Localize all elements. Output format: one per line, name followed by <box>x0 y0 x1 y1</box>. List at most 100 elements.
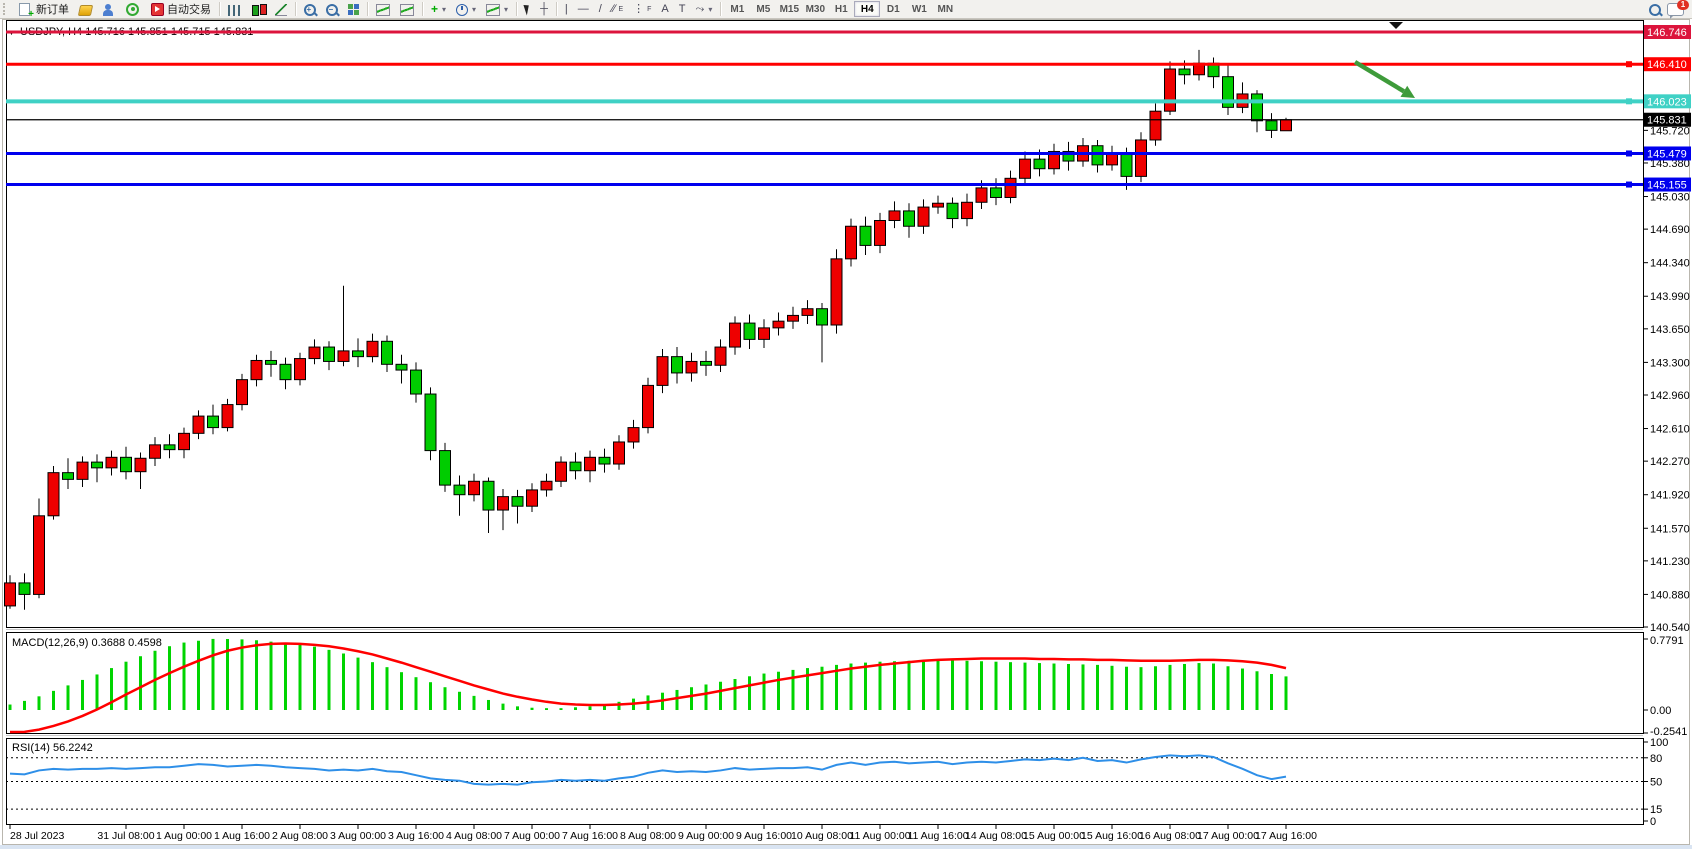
zoom-out-button[interactable]: − <box>321 1 343 17</box>
toolbar-separator <box>367 2 368 16</box>
chart-shift-marker[interactable] <box>1389 22 1403 29</box>
date-axis-label[interactable]: 1 Aug 16:00 <box>214 830 270 842</box>
macd-histogram-bar <box>516 706 519 710</box>
candle <box>642 384 654 429</box>
price-tag <box>1644 57 1691 72</box>
candle <box>250 359 263 381</box>
autotrading-button[interactable]: 自动交易 <box>146 1 216 17</box>
macd-histogram-bar <box>458 691 461 710</box>
signals-button[interactable] <box>119 1 146 17</box>
bar-chart-button[interactable] <box>223 1 245 17</box>
tile-windows-button[interactable] <box>343 1 364 17</box>
macd-histogram-bar <box>139 656 142 710</box>
date-axis-label[interactable]: 15 Aug 00:00 <box>1023 830 1085 842</box>
candle <box>192 415 205 434</box>
search-icon[interactable] <box>1649 3 1661 16</box>
community-button[interactable] <box>97 1 119 17</box>
tf-m5-button[interactable]: M5 <box>750 1 776 17</box>
crosshair-button[interactable]: ┼ <box>535 1 553 17</box>
line-handle[interactable] <box>1626 98 1632 105</box>
date-axis-label[interactable]: 3 Aug 16:00 <box>388 830 444 842</box>
candle <box>1062 150 1075 162</box>
line-handle[interactable] <box>1626 61 1632 68</box>
date-axis-label[interactable]: 7 Aug 00:00 <box>504 830 560 842</box>
autotrading-label: 自动交易 <box>167 4 211 16</box>
date-axis-label[interactable]: 2 Aug 08:00 <box>272 830 328 842</box>
date-axis-label[interactable]: 10 Aug 08:00 <box>791 830 853 842</box>
vertical-line-button[interactable]: | <box>560 1 573 17</box>
tf-w1-button[interactable]: W1 <box>906 1 932 17</box>
candle <box>236 379 248 406</box>
date-axis-label[interactable]: 7 Aug 16:00 <box>562 830 618 842</box>
metaeditor-button[interactable] <box>74 1 97 17</box>
macd-histogram-bar <box>110 668 113 710</box>
candle <box>1048 150 1060 170</box>
fibonacci-button[interactable]: ⋮ F <box>628 1 656 17</box>
candle <box>845 225 857 260</box>
date-axis-label[interactable]: 28 Jul 2023 <box>10 830 64 842</box>
chevron-down-icon: ▾ <box>442 4 447 14</box>
candle <box>18 582 31 595</box>
trend-arrow-head[interactable] <box>1400 85 1415 98</box>
horizontal-line-button[interactable]: — <box>573 1 594 17</box>
macd-histogram-bar <box>704 684 708 710</box>
tf-m30-button[interactable]: M30 <box>802 1 828 17</box>
cursor-button[interactable] <box>520 1 535 17</box>
zoom-in-icon: + <box>304 3 316 16</box>
date-axis-label[interactable]: 17 Aug 00:00 <box>1197 830 1259 842</box>
date-axis-label[interactable]: 9 Aug 00:00 <box>678 830 734 842</box>
notifications-icon[interactable]: 1 <box>1667 0 1689 19</box>
trend-arrow-annotation[interactable] <box>1353 60 1406 94</box>
tf-d1-button[interactable]: D1 <box>880 1 906 17</box>
indicators-button[interactable]: + ▾ <box>426 1 451 17</box>
new-order-button[interactable]: 新订单 <box>13 1 74 20</box>
date-axis-label[interactable]: 31 Jul 08:00 <box>97 830 154 842</box>
date-axis-label[interactable]: 9 Aug 16:00 <box>736 830 792 842</box>
price-tag <box>1644 177 1691 192</box>
trendline-button[interactable]: / <box>594 1 607 17</box>
macd-histogram-bar <box>748 676 751 710</box>
candlestick-chart-button[interactable] <box>245 1 270 17</box>
macd-histogram-bar <box>487 699 490 710</box>
line-chart-button[interactable] <box>270 1 292 17</box>
tf-m1-button[interactable]: M1 <box>724 1 750 17</box>
channel-button[interactable]: ∕∕ E <box>607 1 628 17</box>
chevron-down-icon: ▾ <box>504 4 509 14</box>
candle <box>178 432 190 451</box>
tf-h4-button[interactable]: H4 <box>854 1 881 17</box>
tf-mn-button[interactable]: MN <box>932 1 958 17</box>
toolbar-separator <box>516 2 518 16</box>
candle <box>105 456 118 469</box>
text-button[interactable]: A <box>656 1 673 17</box>
chart-shift-button[interactable] <box>395 1 419 17</box>
candle <box>1033 158 1046 170</box>
periods-button[interactable]: ▾ <box>451 1 481 17</box>
macd-histogram-bar <box>356 657 360 710</box>
date-axis-label[interactable]: 8 Aug 08:00 <box>620 830 676 842</box>
date-axis-label[interactable]: 3 Aug 00:00 <box>330 830 386 842</box>
line-handle[interactable] <box>1626 150 1632 157</box>
zoom-in-button[interactable]: + <box>299 1 321 17</box>
tf-h1-button[interactable]: H1 <box>828 1 854 17</box>
macd-histogram-bar <box>1038 663 1041 710</box>
date-axis-label[interactable]: 14 Aug 08:00 <box>965 830 1027 842</box>
arrows-button[interactable]: ⤳ ▾ <box>691 1 718 17</box>
line-handle[interactable] <box>1626 181 1632 188</box>
date-axis-label[interactable]: 4 Aug 08:00 <box>446 830 502 842</box>
date-axis-label[interactable]: 17 Aug 16:00 <box>1255 830 1317 842</box>
tf-m15-button[interactable]: M15 <box>776 1 802 17</box>
cursor-arrow-icon <box>523 3 532 16</box>
templates-button[interactable]: ▾ <box>481 1 513 17</box>
auto-scroll-button[interactable] <box>371 1 395 17</box>
date-axis-label[interactable]: 11 Aug 00:00 <box>849 830 910 842</box>
candle <box>381 340 393 365</box>
date-axis-label[interactable]: 1 Aug 00:00 <box>156 830 212 842</box>
macd-histogram-bar <box>52 690 55 710</box>
macd-histogram-bar <box>429 682 432 710</box>
date-axis-label[interactable]: 11 Aug 16:00 <box>907 830 968 842</box>
date-axis-label[interactable]: 16 Aug 08:00 <box>1139 830 1201 842</box>
date-axis-label[interactable]: 15 Aug 16:00 <box>1081 830 1143 842</box>
candle <box>526 489 538 507</box>
text-label-button[interactable]: T <box>674 1 691 17</box>
toolbar-grip[interactable] <box>3 3 10 15</box>
